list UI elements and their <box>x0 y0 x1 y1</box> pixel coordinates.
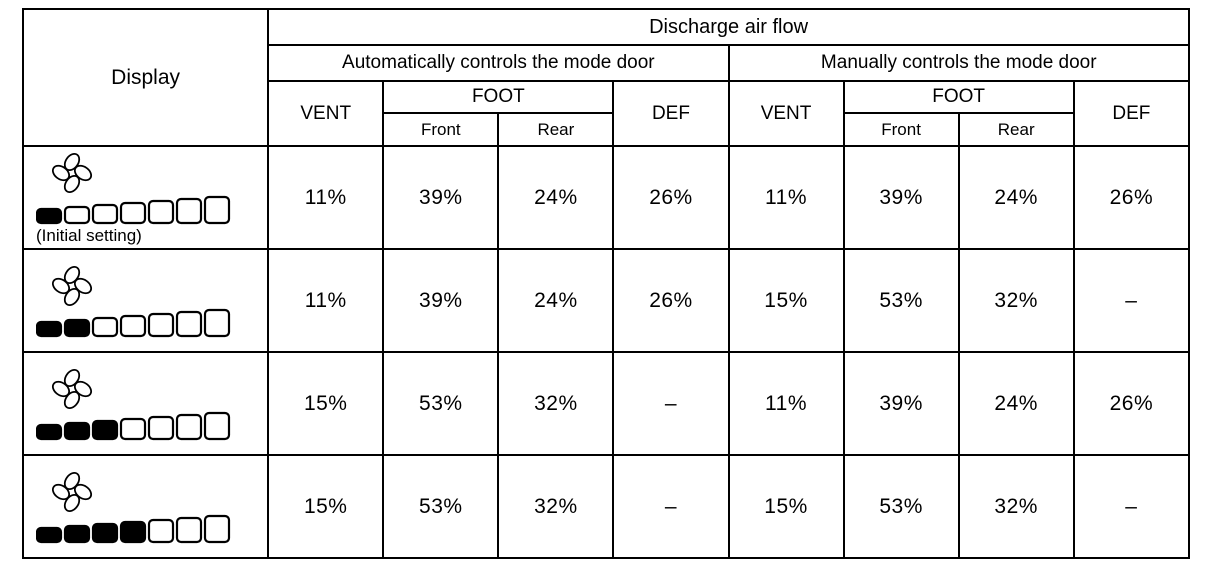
auto-foot-rear-value: 24% <box>497 145 615 250</box>
auto-foot-front-value: 39% <box>382 248 500 353</box>
manual-foot-front-header: Front <box>842 112 960 147</box>
fan-speed-display-level-2 <box>21 248 270 353</box>
manual-foot-rear-value: 24% <box>957 145 1075 250</box>
manual-def-header: DEF <box>1072 80 1191 147</box>
manual-vent-header: VENT <box>727 80 845 147</box>
manual-foot-header: FOOT <box>842 80 1075 114</box>
manual-def-value: 26% <box>1072 351 1191 456</box>
group-header-manual: Manually controls the mode door <box>727 44 1190 82</box>
table-row: 15% 53% 32% – 11% 39% 24% 26% <box>21 351 1191 456</box>
initial-setting-caption: (Initial setting) <box>36 225 142 245</box>
manual-vent-value: 15% <box>727 248 845 353</box>
auto-foot-rear-value: 32% <box>497 351 615 456</box>
manual-vent-value: 15% <box>727 454 845 559</box>
auto-def-value: 26% <box>612 145 730 250</box>
top-header-discharge-air-flow: Discharge air flow <box>267 8 1190 46</box>
auto-vent-value: 15% <box>267 351 385 456</box>
manual-foot-rear-value: 24% <box>957 351 1075 456</box>
fan-speed-gauge-icon <box>36 195 231 224</box>
manual-foot-front-value: 39% <box>842 145 960 250</box>
auto-foot-rear-value: 24% <box>497 248 615 353</box>
table-row: (Initial setting) 11% 39% 24% 26% 11% 39… <box>21 145 1191 250</box>
auto-foot-front-value: 53% <box>382 351 500 456</box>
manual-foot-front-value: 53% <box>842 454 960 559</box>
fan-speed-display-level-4 <box>21 454 270 559</box>
fan-speed-display-level-1: (Initial setting) <box>21 145 270 250</box>
display-column-header: Display <box>21 8 270 147</box>
fan-icon <box>51 368 93 409</box>
auto-vent-value: 15% <box>267 454 385 559</box>
manual-vent-value: 11% <box>727 351 845 456</box>
fan-speed-display-level-3 <box>21 351 270 456</box>
fan-speed-gauge-icon <box>36 308 231 337</box>
fan-icon <box>51 152 93 193</box>
auto-def-value: – <box>612 351 730 456</box>
manual-def-value: 26% <box>1072 145 1191 250</box>
fan-speed-gauge-icon <box>36 411 231 440</box>
manual-vent-value: 11% <box>727 145 845 250</box>
auto-def-header: DEF <box>612 80 730 147</box>
fan-speed-gauge-icon <box>36 514 231 543</box>
auto-foot-rear-header: Rear <box>497 112 615 147</box>
fan-icon <box>51 265 93 306</box>
auto-vent-header: VENT <box>267 80 385 147</box>
manual-foot-rear-header: Rear <box>957 112 1075 147</box>
auto-vent-value: 11% <box>267 145 385 250</box>
manual-foot-rear-value: 32% <box>957 454 1075 559</box>
manual-def-value: – <box>1072 454 1191 559</box>
discharge-air-flow-table: Display Discharge air flow Automatically… <box>21 8 1191 559</box>
auto-foot-front-value: 53% <box>382 454 500 559</box>
auto-def-value: – <box>612 454 730 559</box>
manual-foot-rear-value: 32% <box>957 248 1075 353</box>
auto-foot-front-value: 39% <box>382 145 500 250</box>
auto-vent-value: 11% <box>267 248 385 353</box>
manual-foot-front-value: 53% <box>842 248 960 353</box>
table-row: 15% 53% 32% – 15% 53% 32% – <box>21 454 1191 559</box>
auto-foot-front-header: Front <box>382 112 500 147</box>
auto-def-value: 26% <box>612 248 730 353</box>
fan-icon <box>51 471 93 512</box>
auto-foot-rear-value: 32% <box>497 454 615 559</box>
manual-foot-front-value: 39% <box>842 351 960 456</box>
auto-foot-header: FOOT <box>382 80 615 114</box>
manual-def-value: – <box>1072 248 1191 353</box>
group-header-automatic: Automatically controls the mode door <box>267 44 730 82</box>
table-row: 11% 39% 24% 26% 15% 53% 32% – <box>21 248 1191 353</box>
